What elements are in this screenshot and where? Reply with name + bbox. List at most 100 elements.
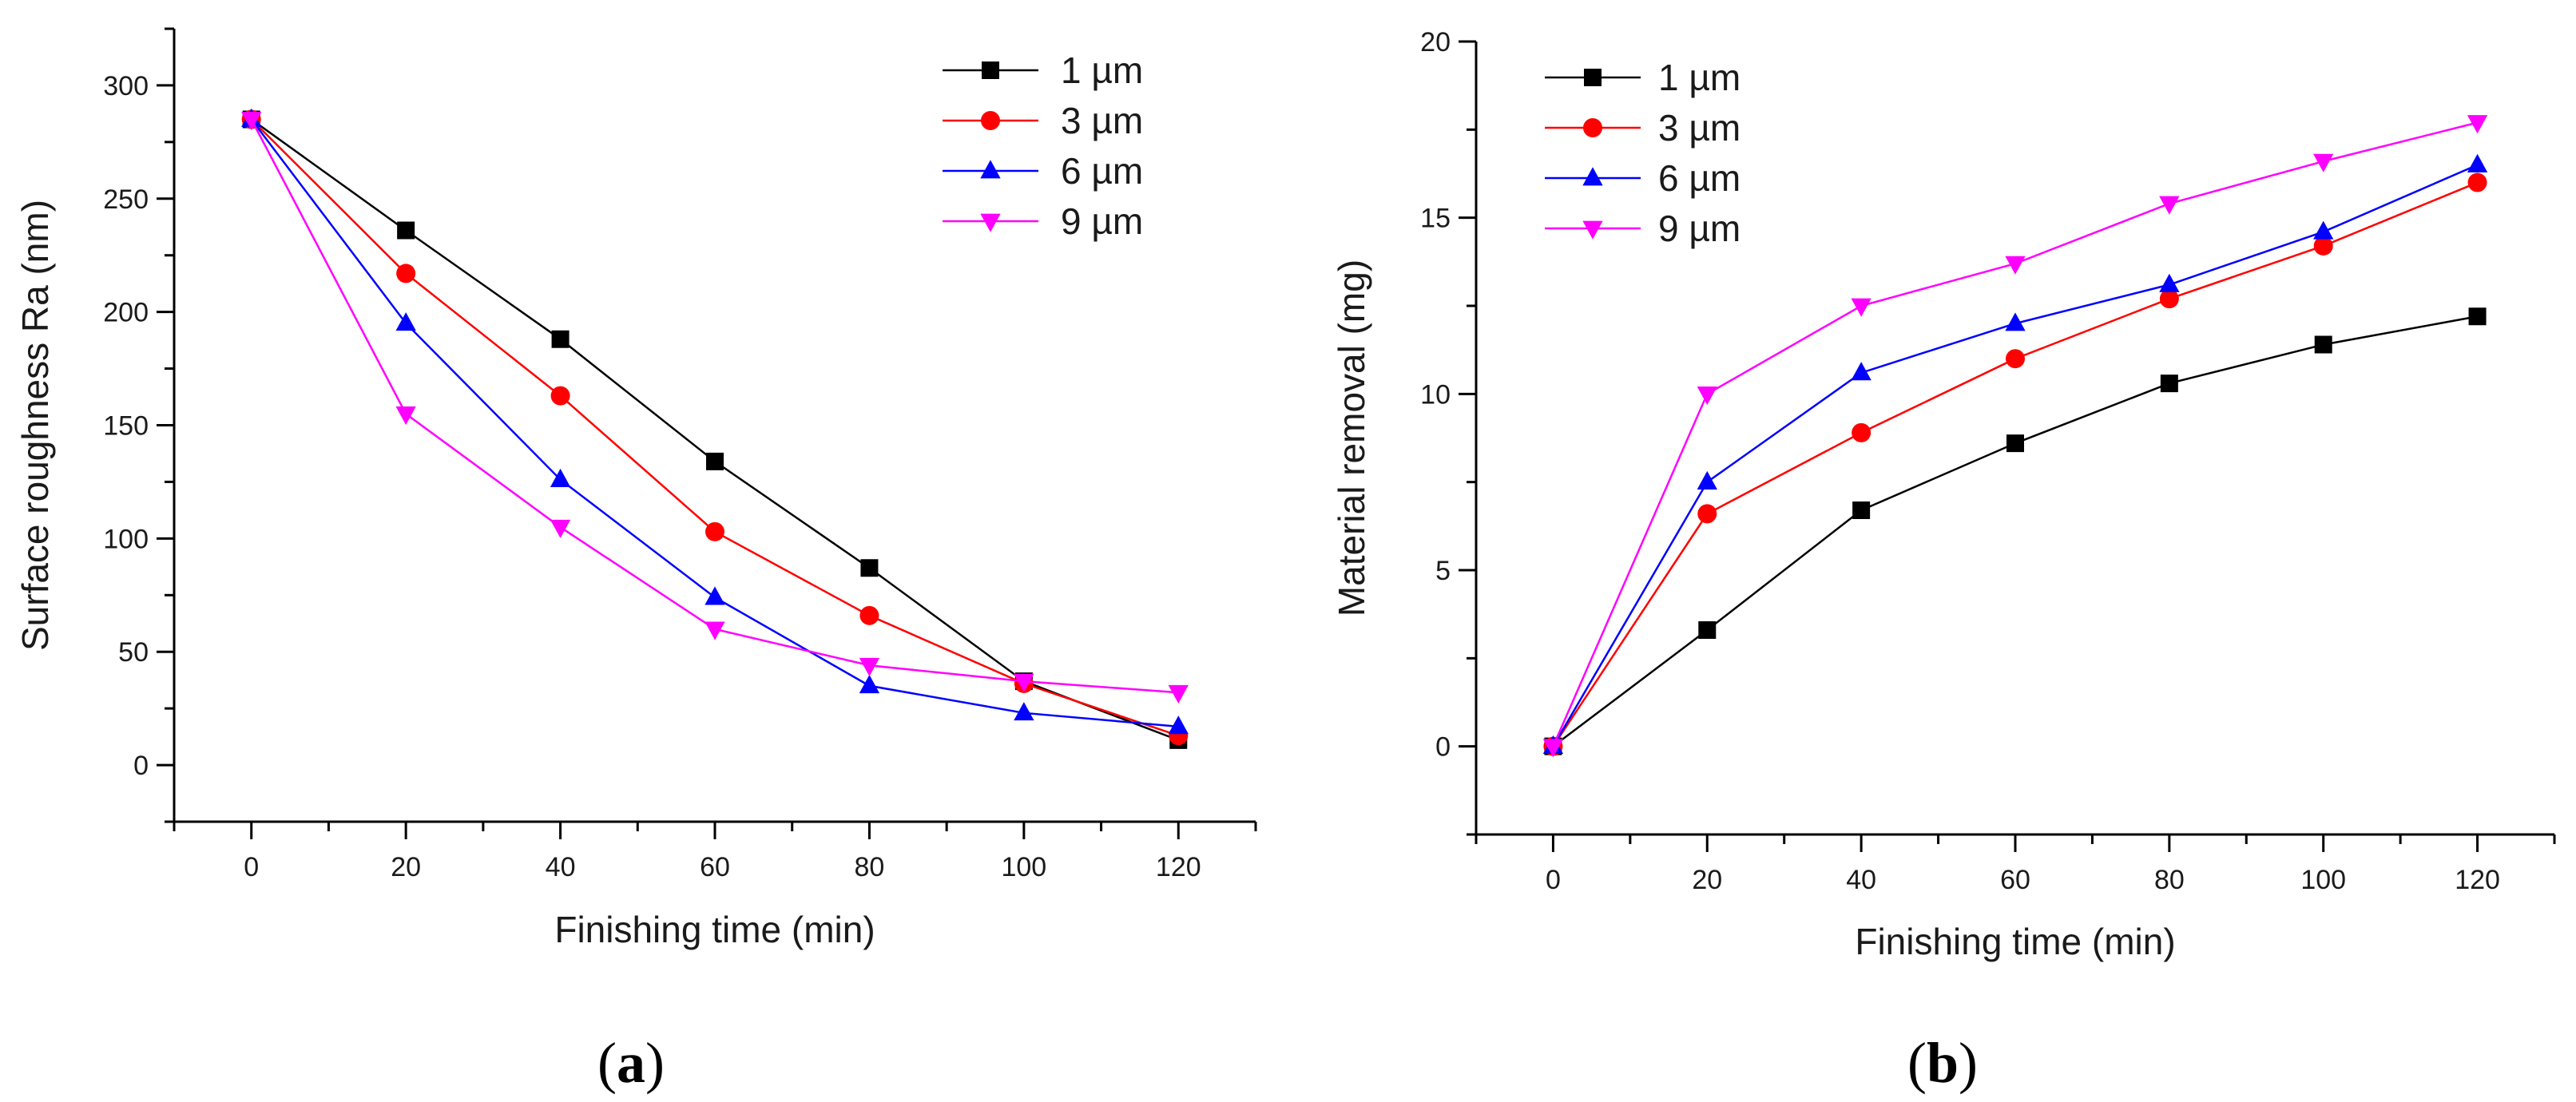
chart-a-data-point bbox=[1168, 684, 1189, 704]
chart-b-data-point bbox=[1852, 501, 1871, 519]
chart-b-data-point bbox=[2314, 335, 2332, 354]
chart-b-series-line bbox=[1552, 315, 2478, 747]
chart-b-legend-marker bbox=[1582, 220, 1603, 240]
chart-a-data-point bbox=[705, 621, 725, 640]
chart-a-series-3 bbox=[241, 108, 1189, 735]
chart-a-x-tick-label: 80 bbox=[855, 852, 885, 882]
chart-a-data-point bbox=[705, 586, 725, 605]
chart-a-series-2 bbox=[241, 109, 1189, 746]
chart-a-x-tick-label: 120 bbox=[1156, 852, 1201, 882]
chart-b-data-point bbox=[1697, 470, 1717, 490]
chart-a-data-point bbox=[860, 559, 879, 577]
chart-b-series-4 bbox=[1542, 115, 2488, 758]
chart-a-data-point bbox=[1168, 716, 1189, 735]
chart-b-data-point bbox=[2467, 172, 2487, 192]
chart-b-legend-marker bbox=[1582, 167, 1603, 186]
chart-b-series-line bbox=[1552, 164, 2479, 747]
chart-b-data-point bbox=[1851, 362, 1871, 381]
chart-a-y-axis-title: Surface roughness Ra (nm) bbox=[14, 200, 56, 651]
chart-a-y-tick-label: 0 bbox=[133, 751, 149, 781]
chart-a-y-tick-label: 200 bbox=[103, 298, 149, 328]
chart-a-data-point bbox=[859, 605, 879, 625]
chart-a-legend-label: 1 µm bbox=[1061, 50, 1143, 91]
chart-b-x-axis-title: Finishing time (min) bbox=[1855, 921, 2175, 962]
chart-b-data-point bbox=[1698, 621, 1717, 640]
chart-a-data-point bbox=[1014, 702, 1034, 721]
chart-b-legend: 1 µm 3 µm 6 µm 9 µm bbox=[1545, 57, 1740, 249]
chart-a-data-point bbox=[550, 386, 570, 406]
chart-a-x-tick-label: 100 bbox=[1001, 852, 1046, 882]
chart-b-x-tick-label: 60 bbox=[2000, 865, 2030, 895]
chart-a-data-point bbox=[550, 519, 571, 538]
chart-a-data-point bbox=[395, 406, 416, 426]
chart-b-data-point bbox=[1852, 422, 1871, 442]
chart-b-y-tick-label: 10 bbox=[1420, 379, 1451, 410]
chart-a-series-4 bbox=[241, 112, 1189, 704]
chart-b-legend-marker bbox=[1584, 69, 1602, 86]
chart-a-data-point bbox=[397, 221, 415, 240]
chart-b-legend-label: 1 µm bbox=[1658, 57, 1740, 98]
chart-a-data-point bbox=[706, 452, 724, 470]
chart-a-series-line bbox=[250, 118, 1179, 694]
chart-a-legend-label: 6 µm bbox=[1061, 150, 1143, 192]
chart-a-y-tick-label: 50 bbox=[118, 637, 149, 668]
chart-a-data-point bbox=[1014, 673, 1034, 692]
chart-a-series-1 bbox=[242, 110, 1188, 749]
chart-b-data-point bbox=[1851, 298, 1871, 317]
chart-a-x-axis-title: Finishing time (min) bbox=[554, 909, 875, 950]
chart-a-data-point bbox=[396, 264, 416, 283]
chart-a-panel-label: (a) bbox=[597, 1031, 665, 1095]
chart-a-legend: 1 µm 3 µm 6 µm 9 µm bbox=[943, 50, 1143, 242]
chart-b-y-tick-label: 20 bbox=[1420, 27, 1451, 57]
chart-a-legend-marker bbox=[980, 160, 1001, 179]
chart-a-series-line bbox=[250, 118, 1179, 742]
chart-b-data-point bbox=[2006, 349, 2025, 369]
chart-a-x-tick-label: 20 bbox=[391, 852, 421, 882]
chart-b-series-3 bbox=[1542, 153, 2488, 755]
chart-a-legend-marker bbox=[982, 61, 999, 79]
chart-a-data-point bbox=[241, 112, 262, 131]
chart-b-panel-label: (b) bbox=[1907, 1031, 1978, 1095]
chart-b-data-point bbox=[2159, 289, 2179, 309]
chart-b-y-tick-label: 15 bbox=[1420, 204, 1451, 234]
chart-b-x-tick-label: 80 bbox=[2154, 865, 2185, 895]
chart-b-x-tick-label: 0 bbox=[1546, 865, 1561, 895]
chart-a-y-tick-label: 250 bbox=[103, 184, 149, 215]
chart-b-data-point bbox=[1697, 504, 1717, 524]
chart-a-panel-letter: a bbox=[617, 1031, 645, 1095]
chart-b-y-tick-label: 5 bbox=[1435, 556, 1451, 586]
chart-a-x-tick-label: 40 bbox=[546, 852, 576, 882]
chart-a-x-tick-label: 60 bbox=[700, 852, 730, 882]
chart-b-legend-marker bbox=[1583, 118, 1602, 137]
chart-b-y-axis-title: Material removal (mg) bbox=[1331, 260, 1372, 616]
chart-a-data-point bbox=[705, 521, 724, 541]
chart-b-legend-label: 9 µm bbox=[1658, 208, 1740, 249]
chart-a-data-point bbox=[551, 330, 570, 348]
chart-a-legend-marker bbox=[980, 213, 1001, 232]
chart-a-legend-label: 9 µm bbox=[1061, 200, 1143, 242]
chart-b-data-point bbox=[2468, 307, 2487, 326]
chart-b-data-point bbox=[1697, 386, 1717, 406]
chart-b-x-tick-label: 100 bbox=[2300, 865, 2346, 895]
chart-b-data-point bbox=[1542, 739, 1564, 758]
chart-b-data-point bbox=[2313, 220, 2334, 240]
chart-b-data-point bbox=[2005, 312, 2026, 331]
chart-a-legend-label: 3 µm bbox=[1061, 100, 1143, 141]
chart-a-data-point bbox=[395, 312, 416, 331]
chart-b-series-1 bbox=[1544, 307, 2487, 755]
chart-b-y-tick-label: 0 bbox=[1435, 732, 1451, 763]
chart-b-data-point bbox=[2006, 434, 2024, 453]
chart-panel-a: 0 20 40 60 80 100 120 0 50 100 150 200 250 300 Finishi… bbox=[14, 27, 1257, 1095]
chart-b-x-tick-label: 40 bbox=[1846, 865, 1876, 895]
chart-a-legend-marker bbox=[981, 111, 1000, 130]
chart-a-x-tick-label: 0 bbox=[244, 852, 259, 882]
chart-b-data-point bbox=[2467, 115, 2488, 134]
chart-a-y-tick-label: 300 bbox=[103, 71, 149, 101]
chart-b-data-point bbox=[2467, 153, 2488, 172]
chart-b-legend-label: 6 µm bbox=[1658, 157, 1740, 199]
chart-b-data-point bbox=[2313, 236, 2333, 256]
chart-b-data-point bbox=[2005, 256, 2026, 275]
chart-a-y-tick-label: 100 bbox=[103, 524, 149, 554]
chart-a-y-tick-label: 150 bbox=[103, 411, 149, 442]
chart-panel-b: 0 20 40 60 80 100 120 0 5 10 15 20 Finishing time (m… bbox=[1331, 27, 2556, 1095]
